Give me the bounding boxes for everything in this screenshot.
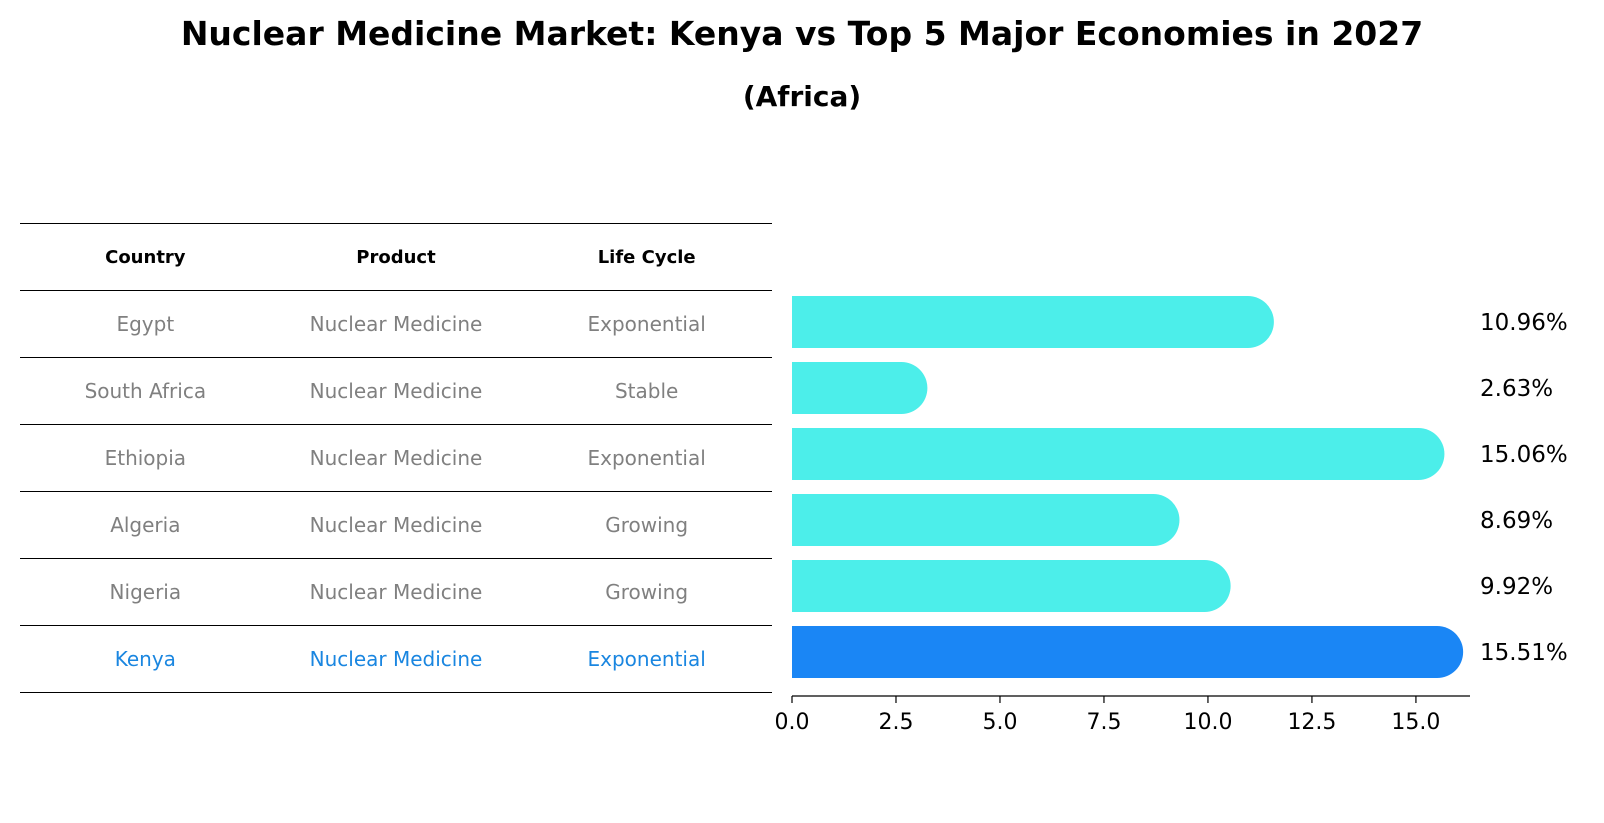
x-tick-label: 15.0 — [1391, 710, 1440, 735]
table-row: Algeria Nuclear Medicine Growing — [20, 491, 772, 559]
x-tick-label: 7.5 — [1086, 710, 1121, 735]
bar-kenya — [792, 626, 1464, 678]
x-tick-label: 10.0 — [1183, 710, 1232, 735]
cell-life-cycle: Growing — [521, 558, 772, 626]
value-label: 15.06% — [1480, 442, 1568, 468]
bar-algeria — [792, 494, 1180, 546]
table-row: South Africa Nuclear Medicine Stable — [20, 357, 772, 425]
cell-country: Kenya — [20, 625, 271, 693]
table-row: Ethiopia Nuclear Medicine Exponential — [20, 424, 772, 492]
value-label: 8.69% — [1480, 508, 1553, 534]
value-label: 10.96% — [1480, 310, 1568, 336]
cell-country: Algeria — [20, 491, 271, 559]
cell-country: Egypt — [20, 290, 271, 358]
table-row: Egypt Nuclear Medicine Exponential — [20, 290, 772, 358]
cell-life-cycle: Exponential — [521, 625, 772, 693]
table-row: Nigeria Nuclear Medicine Growing — [20, 558, 772, 626]
chart-title: Nuclear Medicine Market: Kenya vs Top 5 … — [180, 14, 1424, 53]
cell-life-cycle: Exponential — [521, 290, 772, 358]
cell-life-cycle: Exponential — [521, 424, 772, 492]
table-row-highlight: Kenya Nuclear Medicine Exponential — [20, 625, 772, 693]
value-label: 15.51% — [1480, 640, 1568, 666]
data-table: Country Product Life Cycle Egypt Nuclear… — [20, 223, 772, 693]
table-header-row: Country Product Life Cycle — [20, 223, 772, 291]
x-tick-label: 12.5 — [1287, 710, 1336, 735]
column-header-life-cycle: Life Cycle — [521, 223, 772, 291]
column-header-product: Product — [270, 223, 522, 291]
chart-subtitle: (Africa) — [742, 80, 862, 113]
cell-life-cycle: Stable — [521, 357, 772, 425]
value-label: 9.92% — [1480, 574, 1553, 600]
x-tick-label: 5.0 — [982, 710, 1017, 735]
bar-ethiopia — [792, 428, 1445, 480]
cell-product: Nuclear Medicine — [270, 625, 522, 693]
cell-product: Nuclear Medicine — [270, 290, 522, 358]
cell-product: Nuclear Medicine — [270, 357, 522, 425]
cell-life-cycle: Growing — [521, 491, 772, 559]
bar-south-africa — [792, 362, 928, 414]
cell-product: Nuclear Medicine — [270, 491, 522, 559]
cell-product: Nuclear Medicine — [270, 424, 522, 492]
bar-egypt — [792, 296, 1274, 348]
cell-country: South Africa — [20, 357, 271, 425]
cell-country: Nigeria — [20, 558, 271, 626]
cell-country: Ethiopia — [20, 424, 271, 492]
bar-nigeria — [792, 560, 1231, 612]
x-tick-label: 2.5 — [878, 710, 913, 735]
cell-product: Nuclear Medicine — [270, 558, 522, 626]
column-header-country: Country — [20, 223, 271, 291]
x-tick-label: 0.0 — [775, 710, 810, 735]
value-label: 2.63% — [1480, 376, 1553, 402]
